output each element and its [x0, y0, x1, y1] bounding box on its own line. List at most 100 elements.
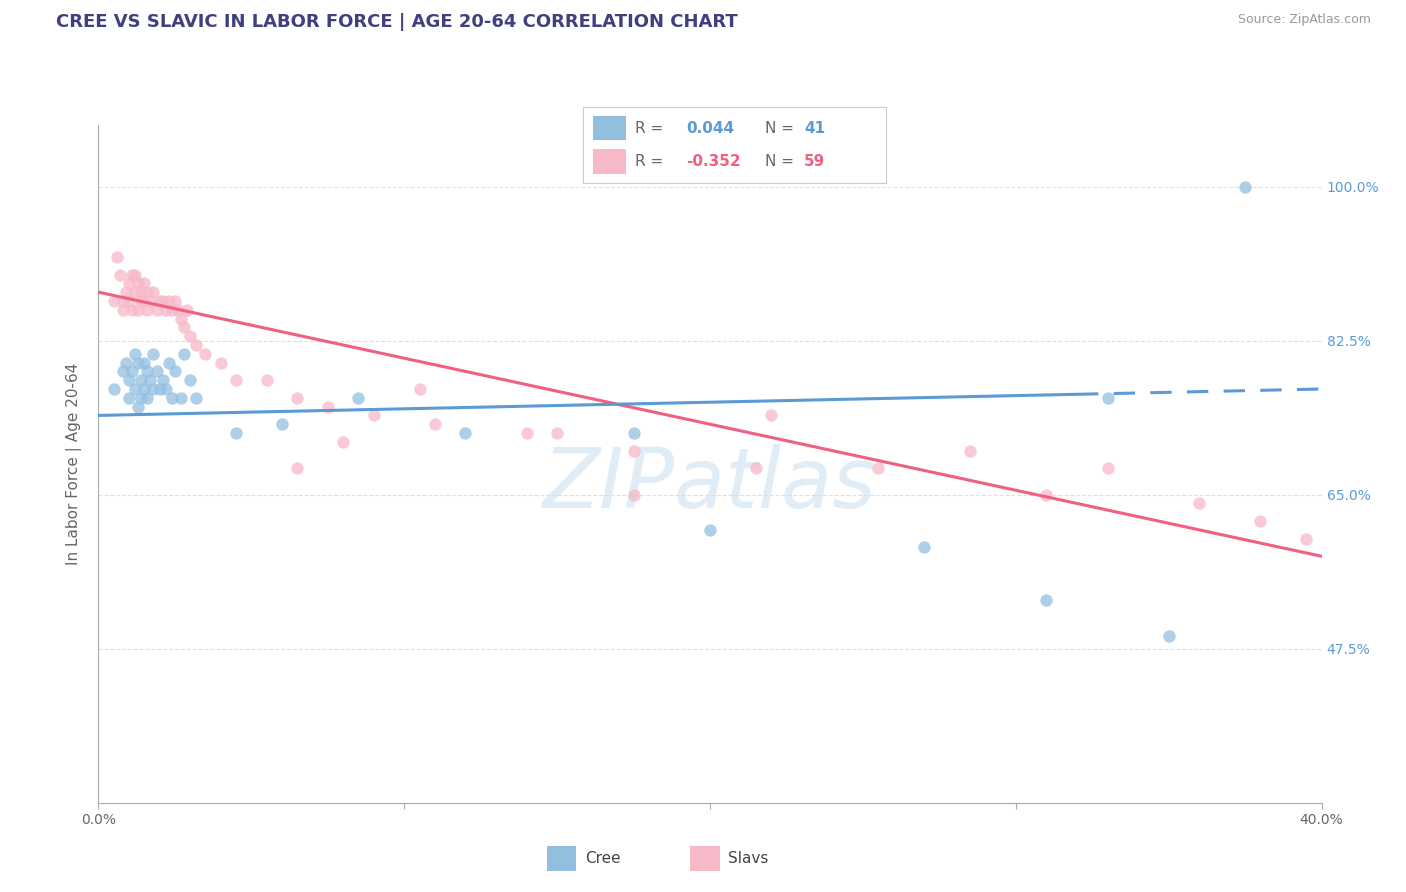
Point — [170, 311, 193, 326]
Point — [121, 268, 143, 282]
Point — [163, 364, 186, 378]
Point — [136, 364, 159, 378]
Point — [136, 391, 159, 405]
Point — [270, 417, 292, 432]
Point — [332, 434, 354, 449]
Point — [179, 373, 201, 387]
Point — [959, 443, 981, 458]
Point — [423, 417, 446, 432]
Point — [225, 425, 247, 440]
Point — [127, 302, 149, 317]
Point — [129, 373, 152, 387]
Point — [118, 277, 141, 291]
Point — [167, 302, 190, 317]
Point — [163, 293, 186, 308]
Point — [127, 277, 149, 291]
Point — [127, 400, 149, 414]
Point — [194, 347, 217, 361]
Point — [1097, 461, 1119, 475]
Text: Slavs: Slavs — [728, 851, 769, 866]
Point — [623, 443, 645, 458]
Point — [129, 293, 152, 308]
Text: Cree: Cree — [585, 851, 620, 866]
Point — [1234, 179, 1257, 194]
Point — [186, 391, 208, 405]
Text: R =: R = — [636, 154, 664, 169]
Point — [868, 461, 890, 475]
Point — [316, 400, 339, 414]
Point — [111, 364, 134, 378]
Point — [160, 302, 183, 317]
Point — [225, 373, 247, 387]
Text: 0.044: 0.044 — [686, 120, 734, 136]
Point — [160, 391, 183, 405]
Point — [912, 541, 935, 555]
Text: -0.352: -0.352 — [686, 154, 741, 169]
Point — [152, 373, 174, 387]
Text: Source: ZipAtlas.com: Source: ZipAtlas.com — [1237, 13, 1371, 27]
Point — [103, 382, 125, 396]
Point — [134, 382, 156, 396]
Text: N =: N = — [765, 120, 794, 136]
Point — [176, 302, 198, 317]
Bar — [592, 150, 626, 174]
Point — [108, 268, 131, 282]
Point — [285, 391, 308, 405]
Y-axis label: In Labor Force | Age 20-64: In Labor Force | Age 20-64 — [66, 363, 83, 565]
Point — [139, 373, 162, 387]
Point — [363, 409, 385, 423]
Point — [118, 293, 141, 308]
Point — [142, 382, 165, 396]
Point — [103, 293, 125, 308]
Point — [115, 355, 138, 369]
Text: ZIPatlas: ZIPatlas — [543, 443, 877, 524]
Text: CREE VS SLAVIC IN LABOR FORCE | AGE 20-64 CORRELATION CHART: CREE VS SLAVIC IN LABOR FORCE | AGE 20-6… — [56, 13, 738, 31]
Text: 41: 41 — [804, 120, 825, 136]
Point — [186, 338, 208, 352]
Point — [1097, 391, 1119, 405]
Point — [134, 293, 156, 308]
Point — [129, 391, 152, 405]
Point — [256, 373, 278, 387]
Point — [127, 355, 149, 369]
Point — [115, 285, 138, 300]
Point — [118, 391, 141, 405]
Point — [136, 285, 159, 300]
Point — [623, 425, 645, 440]
Point — [124, 347, 146, 361]
Point — [1035, 593, 1057, 607]
Point — [129, 285, 152, 300]
Point — [516, 425, 538, 440]
Bar — [690, 847, 720, 871]
Point — [121, 364, 143, 378]
Point — [149, 293, 172, 308]
Point — [105, 250, 128, 264]
Point — [111, 293, 134, 308]
Point — [118, 373, 141, 387]
Point — [285, 461, 308, 475]
Text: 59: 59 — [804, 154, 825, 169]
Point — [152, 293, 174, 308]
Point — [124, 285, 146, 300]
Point — [745, 461, 768, 475]
Point — [149, 382, 172, 396]
Point — [1157, 628, 1180, 642]
Point — [157, 293, 180, 308]
Point — [111, 302, 134, 317]
Point — [134, 277, 156, 291]
Point — [124, 268, 146, 282]
Point — [546, 425, 568, 440]
Point — [699, 523, 721, 537]
Point — [454, 425, 477, 440]
Point — [179, 329, 201, 343]
Point — [145, 364, 167, 378]
Point — [1188, 496, 1211, 510]
Point — [173, 347, 195, 361]
Text: R =: R = — [636, 120, 664, 136]
Point — [1035, 488, 1057, 502]
Point — [142, 347, 165, 361]
Bar — [592, 116, 626, 140]
Point — [142, 285, 165, 300]
Point — [759, 409, 782, 423]
Point — [121, 302, 143, 317]
